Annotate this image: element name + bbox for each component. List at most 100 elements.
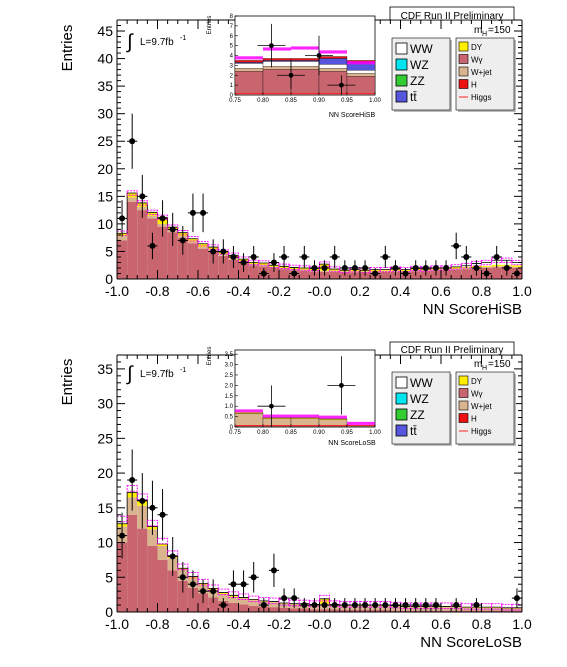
inset-y-tick-label: 0 [230, 425, 234, 431]
inset-uncertainty-band [263, 47, 291, 51]
mass-subscript: H [482, 31, 487, 38]
y-tick-label: 30 [97, 396, 113, 412]
data-point [281, 595, 288, 602]
data-point [341, 602, 348, 609]
inset-y-tick-label: 0.5 [225, 415, 234, 421]
mass-label: m H =150 [474, 359, 511, 372]
data-point [220, 602, 227, 609]
inset-bar-h [290, 58, 320, 61]
y-tick-label: 40 [97, 51, 113, 67]
bar-wjet [117, 236, 128, 241]
data-point [362, 264, 369, 271]
data-point [392, 264, 399, 271]
data-point [493, 253, 500, 260]
bar-wgamma [329, 271, 340, 279]
data-point [311, 264, 318, 271]
inset-bar-wgamma [262, 69, 292, 96]
inset-y-tick-label: 4 [230, 54, 234, 60]
inset-bar-wjet [262, 418, 292, 427]
mass-symbol: m [474, 359, 482, 370]
data-point [179, 237, 186, 244]
inset-bar-wgamma [262, 425, 292, 428]
y-tick-label: 30 [97, 106, 113, 122]
data-point [129, 138, 136, 145]
data-point [453, 242, 460, 249]
data-point [473, 602, 480, 609]
data-point [382, 602, 389, 609]
data-point [301, 602, 308, 609]
inset-bar-wgamma [318, 71, 348, 96]
data-point [331, 602, 338, 609]
data-point [270, 259, 277, 266]
bar-wgamma [279, 269, 290, 279]
uncertainty-band [319, 594, 331, 602]
inset-y-tick-label: 6 [230, 34, 234, 40]
inset-x-tick-label: 0.95 [341, 430, 353, 436]
inset-y-tick-label: 3.0 [225, 363, 234, 369]
uncertainty-band [268, 597, 280, 605]
legend-label: H [471, 81, 477, 90]
legend-label: Higgs [471, 93, 491, 102]
bar-wgamma [137, 528, 148, 612]
bar-wgamma [289, 608, 300, 612]
data-point [210, 588, 217, 595]
uncertainty-band [450, 602, 462, 609]
bar-dy [380, 269, 391, 271]
data-point [513, 270, 520, 277]
y-tick-label: 45 [97, 23, 113, 39]
bar-wgamma [177, 237, 188, 279]
bar-wgamma [248, 265, 259, 279]
data-point [119, 215, 126, 222]
uncertainty-band [177, 563, 189, 571]
inset-x-tick-label: 0.80 [257, 98, 269, 104]
uncertainty-band [187, 571, 199, 579]
x-tick-label: -0.8 [145, 616, 169, 632]
bar-wjet [380, 270, 391, 272]
inset-data-point [316, 53, 322, 58]
data-point [291, 595, 298, 602]
inset-x-tick-label: 1.00 [369, 98, 381, 104]
bar-wgamma [127, 514, 138, 612]
inset-bar-wjet [318, 419, 348, 427]
bar-wjet [258, 265, 269, 267]
data-point [432, 602, 439, 609]
x-tick-label: -0.2 [267, 283, 291, 299]
legend-swatch [458, 400, 469, 411]
data-point [159, 511, 166, 518]
x-tick-label: -0.8 [145, 283, 169, 299]
bar-wgamma [491, 610, 502, 612]
inset-data-point [339, 382, 344, 388]
data-point [240, 259, 247, 266]
bar-dy [147, 212, 158, 216]
bar-wjet [491, 607, 502, 611]
data-point [159, 215, 166, 222]
inset-x-tick-label: 0.85 [285, 98, 297, 104]
y-tick-label: 35 [97, 78, 113, 94]
data-point [422, 264, 429, 271]
uncertainty-band [207, 584, 219, 591]
x-tick-label: -1.0 [105, 283, 129, 299]
luminosity-label: L=9.7fb [140, 37, 174, 48]
bar-dy [329, 269, 340, 271]
legend-swatch [395, 392, 408, 405]
bar-dy [258, 263, 269, 266]
bar-wgamma [501, 610, 512, 612]
experiment-label: CDF Run II Preliminary [401, 345, 504, 356]
x-tick-label: -0.2 [267, 616, 291, 632]
bar-wjet [198, 247, 209, 249]
inset-y-tick-label: 2.5 [225, 373, 234, 379]
bar-wjet [511, 608, 522, 611]
legend-label: WW [410, 376, 433, 390]
inset-x-axis-label: NN ScoreHiSB [329, 112, 376, 119]
bar-wgamma [461, 610, 472, 612]
inset-uncertainty-band [235, 409, 263, 413]
inset-bar-ww [346, 70, 376, 74]
bar-wgamma [279, 607, 290, 612]
y-tick-label: 5 [105, 243, 113, 259]
inset-bar-wgamma [234, 71, 264, 96]
inset-data-point [339, 82, 344, 88]
x-tick-label: -1.0 [105, 616, 129, 632]
bar-wgamma [299, 270, 310, 279]
data-point [270, 567, 277, 574]
